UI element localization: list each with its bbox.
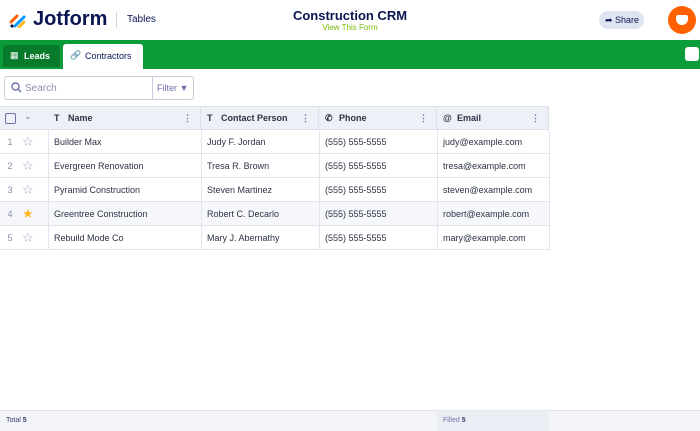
section: Tables — [127, 14, 156, 25]
row-number: 4 — [7, 209, 13, 219]
column-header[interactable]: @ Email ⋮ — [437, 106, 549, 130]
row-number: 1 — [7, 137, 13, 147]
top-bar: Jotform Tables Construction CRM View Thi… — [0, 0, 700, 40]
column-title: Name — [68, 113, 93, 123]
cell: tresa@example.com — [443, 161, 526, 171]
cell: (555) 555-5555 — [325, 233, 387, 243]
cell: Judy F. Jordan — [207, 137, 266, 147]
total-label: Total — [6, 417, 21, 424]
menu-button[interactable] — [685, 47, 699, 61]
row[interactable] — [0, 154, 549, 178]
cell: (555) 555-5555 — [325, 161, 387, 171]
row-number: 5 — [7, 233, 13, 243]
filled-label: Filled — [443, 417, 460, 424]
view-form-link[interactable]: View This Form — [322, 23, 378, 32]
footer: Total 5 Filled 5 — [0, 410, 700, 431]
brand[interactable]: Jotform — [33, 8, 108, 30]
star[interactable]: ☆ — [22, 182, 34, 197]
column-divider — [319, 130, 320, 250]
tab-label: Contractors — [85, 51, 132, 61]
cell: Evergreen Renovation — [54, 161, 144, 171]
column-divider — [201, 130, 202, 250]
column-divider — [437, 130, 438, 250]
column-header[interactable]: ✆ Phone ⋮ — [319, 106, 437, 130]
cell: judy@example.com — [443, 137, 523, 147]
filter-button[interactable]: Filter ▼ — [152, 76, 194, 100]
cell: robert@example.com — [443, 209, 530, 219]
avatar[interactable] — [668, 6, 696, 34]
column-menu[interactable]: ⋮ — [301, 113, 310, 123]
row[interactable] — [0, 226, 549, 250]
cell: Greentree Construction — [54, 209, 148, 219]
column-icon: @ — [443, 113, 452, 123]
table-header — [0, 106, 549, 130]
tab[interactable]: Leads ▦ — [3, 45, 60, 67]
logo-icon — [9, 14, 26, 28]
star[interactable]: ★ — [22, 206, 34, 221]
star[interactable]: ☆ — [22, 158, 34, 173]
total-value: 5 — [22, 417, 27, 424]
column-icon: T — [54, 113, 60, 123]
column-title: Email — [457, 113, 482, 123]
column-menu[interactable]: ⋮ — [531, 113, 540, 123]
column-divider — [549, 130, 550, 250]
column-menu[interactable]: ⋮ — [183, 113, 192, 123]
cell: (555) 555-5555 — [325, 209, 387, 219]
share-label: Share — [615, 15, 640, 25]
title: Construction CRM — [292, 8, 408, 23]
filled-value: 5 — [461, 417, 466, 424]
cell: Tresa R. Brown — [207, 161, 270, 171]
column-header[interactable]: T Name ⋮ — [48, 106, 201, 130]
column-divider — [48, 130, 49, 250]
column-icon: T — [207, 113, 213, 123]
share-button[interactable]: ➦ Share — [599, 11, 644, 29]
search-box[interactable]: Search — [4, 76, 153, 100]
cell: mary@example.com — [443, 233, 526, 243]
cell: Robert C. Decarlo — [207, 209, 280, 219]
tab-icon: 🔗 — [70, 50, 82, 60]
cell: (555) 555-5555 — [325, 137, 387, 147]
row-number: 3 — [7, 185, 13, 195]
column-icon: ✆ — [325, 113, 333, 123]
select-all[interactable] — [5, 113, 16, 124]
tab-icon: ▦ — [10, 50, 19, 60]
column-title: Phone — [339, 113, 367, 123]
cell: steven@example.com — [443, 185, 533, 195]
row-number: 2 — [7, 161, 13, 171]
column-header[interactable]: T Contact Person ⋮ — [201, 106, 319, 130]
filter-label: Filter — [157, 83, 177, 93]
row[interactable] — [0, 130, 549, 154]
expand-toggle[interactable]: ⌄ — [24, 111, 32, 121]
column-title: Contact Person — [221, 113, 288, 123]
row[interactable] — [0, 202, 549, 226]
cell: Pyramid Construction — [54, 185, 141, 195]
star[interactable]: ☆ — [22, 230, 34, 245]
search-placeholder: Search — [25, 83, 57, 94]
star[interactable]: ☆ — [22, 134, 34, 149]
tab-label: Leads — [24, 51, 51, 61]
cell: Builder Max — [54, 137, 102, 147]
cell: (555) 555-5555 — [325, 185, 387, 195]
column-menu[interactable]: ⋮ — [419, 113, 428, 123]
cell: Rebuild Mode Co — [54, 233, 124, 243]
tab[interactable]: Contractors 🔗 — [63, 44, 143, 69]
cell: Mary J. Abernathy — [207, 233, 280, 243]
row[interactable] — [0, 178, 549, 202]
cell: Steven Martinez — [207, 185, 273, 195]
